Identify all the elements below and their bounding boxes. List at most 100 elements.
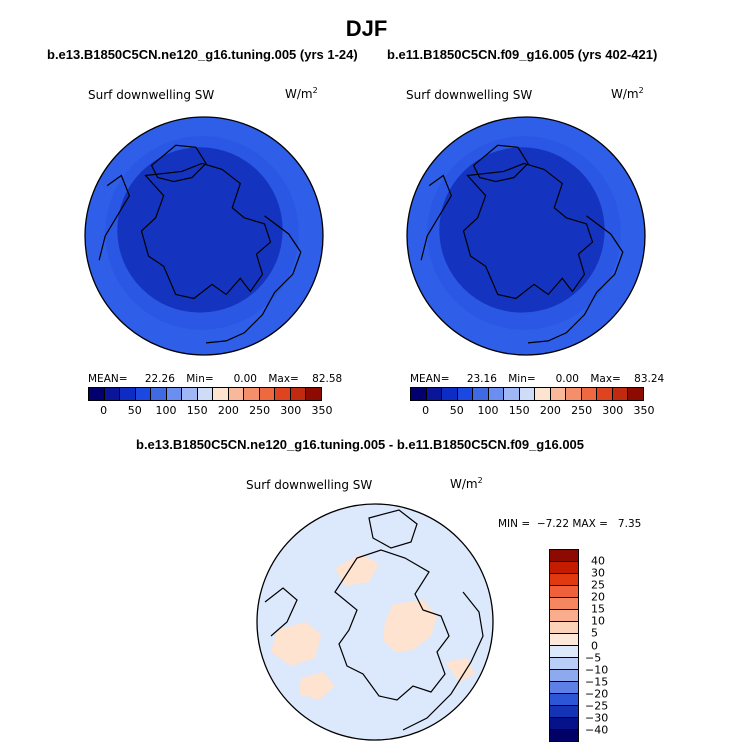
colorbar-swatch (89, 388, 105, 400)
positive-patch-center (383, 600, 437, 652)
colorbar-swatch (550, 718, 578, 730)
eurasia-coast (527, 215, 624, 344)
colorbar-tick-label: 50 (127, 404, 142, 417)
colorbar-tick-label: 40 (591, 554, 605, 568)
colorbar-swatch (151, 388, 167, 400)
eurasia-coast (402, 591, 484, 731)
colorbar-swatch (550, 670, 578, 682)
colorbar-swatch (628, 388, 643, 400)
colorbar-swatch (612, 388, 629, 400)
colorbar-swatch (550, 658, 578, 670)
left-panel-subtitle: b.e13.B1850C5CN.ne120_g16.tuning.005 (yr… (47, 47, 358, 62)
colorbar-tick-label: 150 (186, 404, 208, 417)
colorbar-swatch (197, 388, 214, 400)
colorbar-tick-label: 100 (477, 404, 499, 417)
left-panel-stats: MEAN= 22.26 Min= 0.00 Max= 82.58 (88, 373, 343, 385)
colorbar-swatch (550, 706, 578, 718)
diff-colorbar-ticks: 40 30 25 20 15 10 5 0 −5 −10 −15 −20 −25 −30 −40 (585, 549, 625, 742)
colorbar-swatch (473, 388, 489, 400)
colorbar-swatch (550, 586, 578, 598)
colorbar-swatch (581, 388, 598, 400)
colorbar-tick-label: 150 (508, 404, 530, 417)
colorbar-swatch (104, 388, 121, 400)
colorbar-tick-label: −25 (585, 699, 609, 713)
colorbar-swatch (566, 388, 582, 400)
colorbar-tick-label: −5 (585, 651, 602, 665)
colorbar-tick-label: 0 (100, 404, 108, 417)
colorbar-swatch (442, 388, 458, 400)
diff-panel-variable: Surf downwelling SW (246, 478, 373, 492)
colorbar-swatch (166, 388, 183, 400)
colorbar-swatch (550, 694, 578, 706)
right-panel-subtitle: b.e11.B1850C5CN.f09_g16.005 (yrs 402-421… (387, 47, 658, 62)
colorbar-tick-label: 5 (591, 626, 598, 640)
greenland-coast (368, 509, 418, 549)
colorbar-tick-label: −15 (585, 675, 609, 689)
diff-colorbar (549, 549, 579, 742)
colorbar-swatch (550, 610, 578, 622)
colorbar-swatch (275, 388, 291, 400)
coastline (140, 162, 272, 300)
america-coast (98, 174, 131, 261)
left-colorbar-ticks: 0 50 100 150 200 250 300 350 (88, 404, 332, 418)
colorbar-swatch (504, 388, 520, 400)
colorbar-swatch (120, 388, 136, 400)
colorbar-tick-label: 350 (633, 404, 655, 417)
colorbar-tick-label: −10 (585, 663, 609, 677)
diff-panel-units: W/m2 (450, 476, 483, 491)
colorbar-tick-label: 300 (602, 404, 624, 417)
colorbar-swatch (457, 388, 474, 400)
colorbar-swatch (306, 388, 321, 400)
right-colorbar (410, 387, 644, 401)
colorbar-tick-label: −40 (585, 723, 609, 737)
colorbar-tick-label: 250 (249, 404, 271, 417)
greenland-coast (472, 144, 529, 183)
diff-polar-map (256, 503, 494, 741)
colorbar-swatch (259, 388, 276, 400)
colorbar-swatch (550, 622, 578, 634)
colorbar-tick-label: 100 (155, 404, 177, 417)
colorbar-swatch (135, 388, 152, 400)
colorbar-swatch (213, 388, 229, 400)
colorbar-swatch (426, 388, 443, 400)
positive-patch-west (271, 622, 321, 666)
positive-patch-east (445, 658, 475, 682)
colorbar-tick-label: 20 (591, 590, 605, 604)
inner-field (117, 147, 283, 313)
colorbar-swatch (550, 550, 578, 562)
colorbar-swatch (550, 562, 578, 574)
left-colorbar (88, 387, 322, 401)
colorbar-tick-label: −30 (585, 711, 609, 725)
america-coast (420, 174, 453, 261)
season-title: DJF (345, 16, 388, 41)
colorbar-tick-label: 300 (280, 404, 302, 417)
colorbar-tick-label: 50 (449, 404, 464, 417)
colorbar-swatch (550, 388, 567, 400)
colorbar-swatch (488, 388, 505, 400)
colorbar-tick-label: 25 (591, 578, 605, 592)
right-colorbar-ticks: 0 50 100 150 200 250 300 350 (410, 404, 654, 418)
colorbar-tick-label: 200 (539, 404, 561, 417)
colorbar-swatch (550, 682, 578, 694)
colorbar-tick-label: −20 (585, 687, 609, 701)
right-panel-variable: Surf downwelling SW (406, 88, 533, 102)
colorbar-tick-label: 0 (422, 404, 430, 417)
colorbar-swatch (290, 388, 307, 400)
greenland-coast (150, 144, 207, 183)
left-polar-map (84, 116, 324, 356)
colorbar-swatch (228, 388, 245, 400)
right-panel-stats: MEAN= 23.16 Min= 0.00 Max= 83.24 (410, 373, 665, 385)
colorbar-swatch (244, 388, 260, 400)
right-polar-map (406, 116, 646, 356)
left-panel-variable: Surf downwelling SW (88, 88, 215, 102)
colorbar-swatch (411, 388, 427, 400)
colorbar-tick-label: 350 (311, 404, 333, 417)
positive-patch-north (335, 554, 379, 586)
colorbar-swatch (597, 388, 613, 400)
colorbar-tick-label: 15 (591, 602, 605, 616)
coastline (462, 162, 594, 300)
america-coast (264, 587, 298, 637)
colorbar-tick-label: 200 (217, 404, 239, 417)
colorbar-tick-label: 0 (591, 639, 598, 652)
colorbar-swatch (182, 388, 198, 400)
